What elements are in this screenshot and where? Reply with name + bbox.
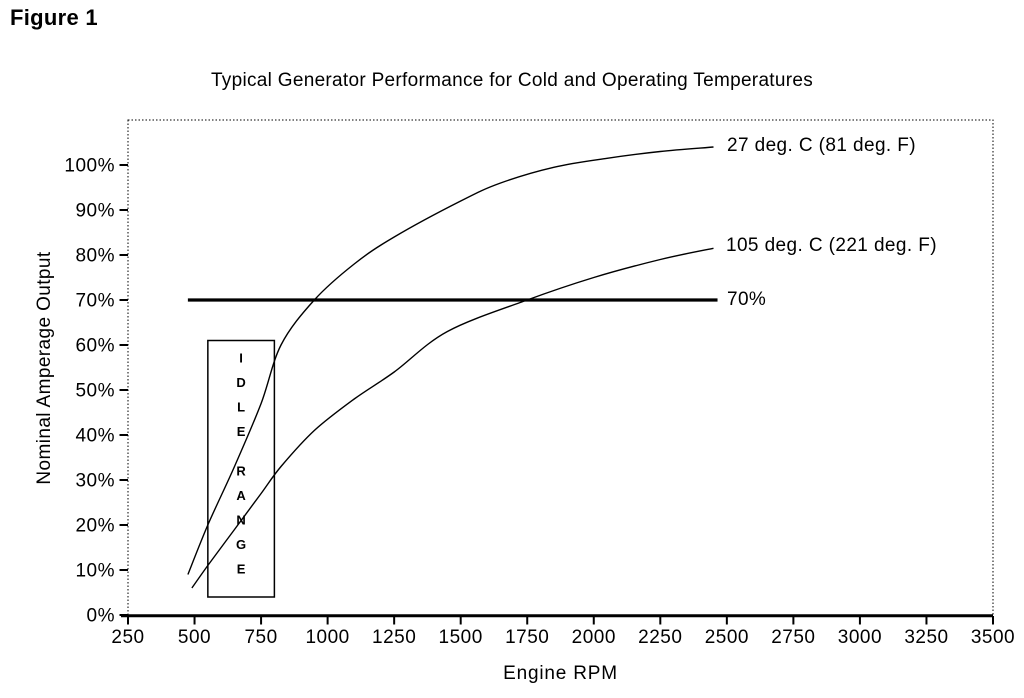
idle-range-box xyxy=(207,339,276,598)
y-axis-tick-label: 0% xyxy=(87,606,115,627)
x-axis-tick-label: 2750 xyxy=(771,627,815,648)
y-axis-tick-label: 80% xyxy=(75,246,115,267)
y-axis-tick-label: 30% xyxy=(75,471,115,492)
idle-range-letter: A xyxy=(236,488,246,503)
x-axis-tick-label: 1500 xyxy=(439,627,483,648)
idle-range-letter: D xyxy=(236,375,245,390)
y-axis-tick-label: 40% xyxy=(75,426,115,447)
y-axis-tick-label: 70% xyxy=(75,291,115,312)
chart-title: Typical Generator Performance for Cold a… xyxy=(210,70,814,91)
idle-range-letter: G xyxy=(236,537,246,552)
x-axis-tick-label: 1000 xyxy=(305,627,349,648)
x-axis-tick-label: 750 xyxy=(244,627,277,648)
y-axis-tick-label: 90% xyxy=(75,201,115,222)
idle-range-letter: I xyxy=(239,351,243,366)
y-axis-tick-label: 50% xyxy=(75,381,115,402)
series-label-cold: 27 deg. C (81 deg. F) xyxy=(727,135,917,156)
x-axis-tick-label: 2500 xyxy=(705,627,749,648)
x-axis-tick-label: 3000 xyxy=(838,627,882,648)
idle-range-letter: E xyxy=(237,424,246,439)
series-label-hot: 105 deg. C (221 deg. F) xyxy=(726,235,937,256)
y-axis-tick-label: 10% xyxy=(75,561,115,582)
x-axis-tick-label: 500 xyxy=(178,627,211,648)
series-curve-hot xyxy=(191,247,714,589)
x-axis-tick-label: 2000 xyxy=(572,627,616,648)
reference-line-label: 70% xyxy=(727,289,767,310)
y-axis-tick-label: 20% xyxy=(75,516,115,537)
x-axis-tick-label: 1250 xyxy=(372,627,416,648)
x-axis-tick-label: 2250 xyxy=(638,627,682,648)
x-axis-tick-label: 3500 xyxy=(971,627,1015,648)
idle-range-letter: L xyxy=(237,400,245,415)
idle-range-letter: E xyxy=(237,562,246,577)
y-axis-tick-label: 100% xyxy=(64,156,115,177)
figure-label: Figure 1 xyxy=(10,5,98,30)
idle-range-letter: R xyxy=(236,464,246,479)
y-axis-tick-label: 60% xyxy=(75,336,115,357)
x-axis-tick-label: 1750 xyxy=(505,627,549,648)
x-axis-title: Engine RPM xyxy=(503,663,618,684)
x-axis-tick-label: 3250 xyxy=(904,627,948,648)
series-curve-cold xyxy=(187,146,714,575)
x-axis-tick-label: 250 xyxy=(111,627,144,648)
plot-frame xyxy=(127,119,994,616)
